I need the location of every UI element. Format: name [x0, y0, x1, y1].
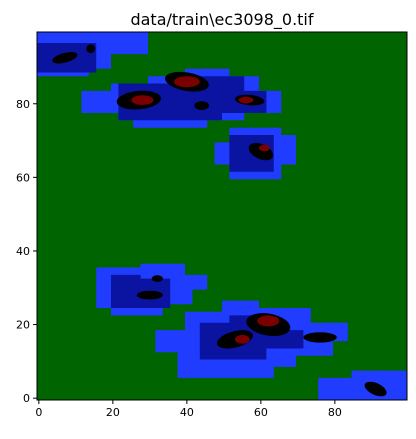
y-tick-label-20: 20: [16, 319, 30, 332]
y-tick-label-60: 60: [16, 171, 30, 184]
cluster-2-core-3: [303, 332, 337, 343]
cluster-2-peak-2: [257, 315, 280, 327]
cluster-4-peak-1: [258, 144, 271, 152]
cluster-5: [81, 68, 282, 128]
x-axis: 0 20 40 60 80: [35, 400, 342, 419]
cluster-1: [318, 370, 407, 400]
y-tick-label-80: 80: [16, 98, 30, 111]
x-tick-label-60: 60: [254, 406, 268, 419]
x-tick-label-80: 80: [328, 406, 342, 419]
cluster-5-peak-3: [238, 96, 254, 104]
y-tick-label-40: 40: [16, 245, 30, 258]
cluster-2: [155, 300, 348, 378]
cluster-5-peak-1: [131, 95, 154, 105]
chart-title: data/train\ec3098_0.tif: [130, 10, 313, 30]
cluster-6-core-2: [86, 44, 96, 53]
plot-frame: [36, 31, 408, 401]
cluster-5-inner-region: [118, 76, 267, 121]
x-tick-label-20: 20: [106, 406, 120, 419]
cluster-3-core-2: [151, 275, 163, 282]
y-tick-label-0: 0: [23, 392, 30, 405]
cluster-3: [96, 263, 208, 316]
y-axis: 0 20 40 60 80: [16, 98, 37, 405]
cluster-6-core-1: [52, 52, 78, 64]
cluster-2-peak-1: [235, 334, 250, 344]
cluster-1-core-1: [364, 381, 387, 397]
cluster-5-core-4: [194, 101, 210, 110]
cluster-3-inner-region: [111, 274, 171, 308]
cluster-4: [214, 127, 296, 180]
x-tick-label-40: 40: [180, 406, 194, 419]
cluster-6: [37, 32, 148, 77]
x-tick-label-0: 0: [35, 406, 42, 419]
plot-area: [37, 32, 407, 400]
cluster-3-core-1: [136, 290, 163, 300]
cluster-5-peak-2: [173, 76, 200, 88]
